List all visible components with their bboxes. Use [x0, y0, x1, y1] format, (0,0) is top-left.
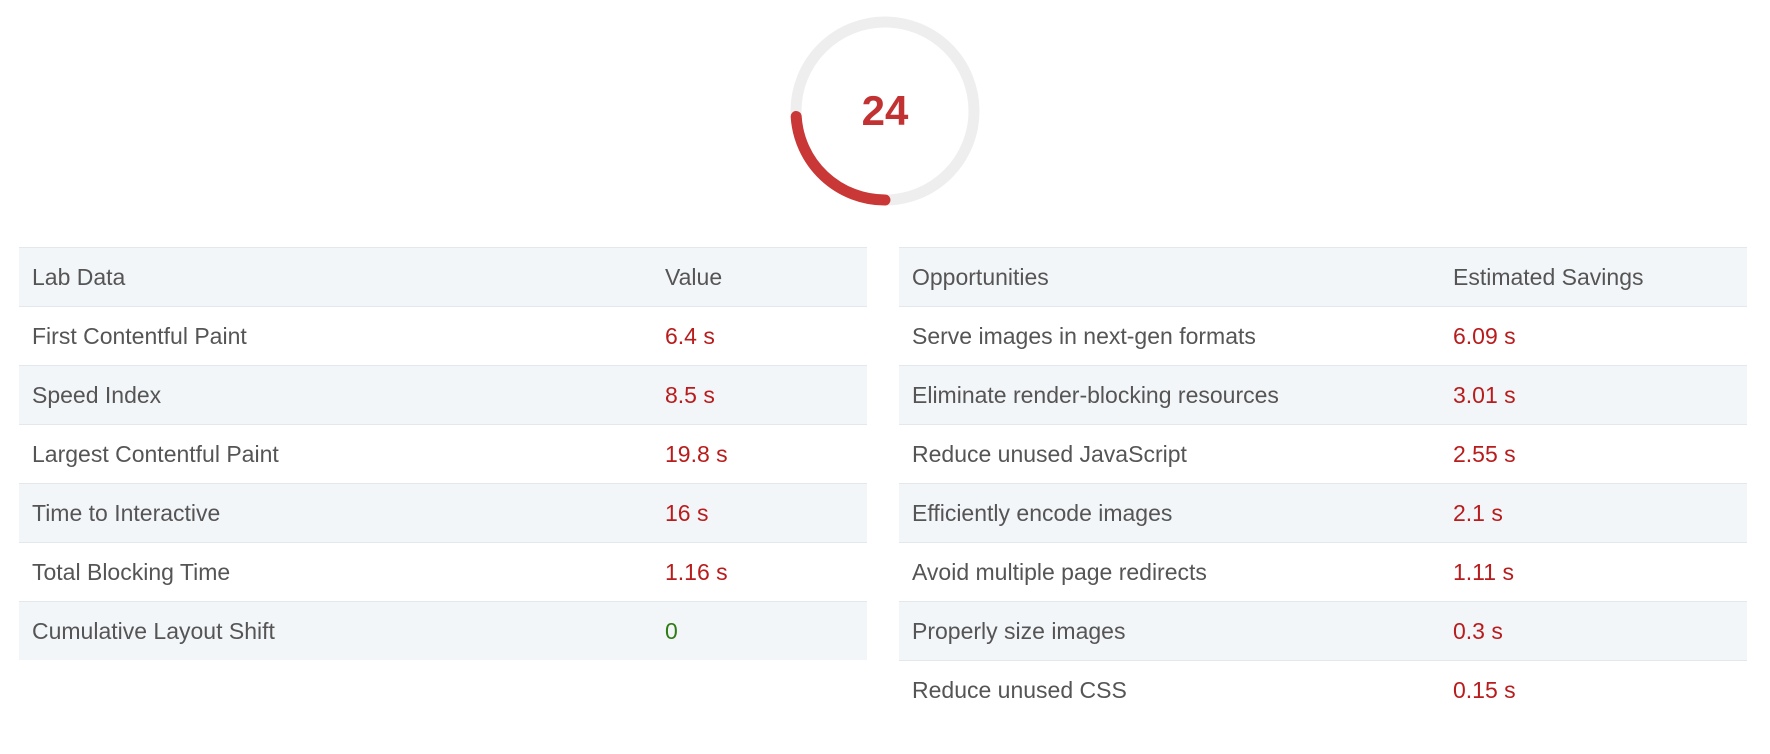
lab-data-row: Speed Index 8.5 s [19, 365, 867, 424]
opportunity-row-value: 3.01 s [1453, 381, 1516, 408]
opportunity-row-value: 2.55 s [1453, 440, 1516, 467]
lab-data-row-label: Speed Index [32, 381, 162, 408]
opportunity-row-label: Reduce unused CSS [912, 676, 1127, 703]
opportunities-header-label: Opportunities [912, 263, 1049, 290]
lab-data-row-label: First Contentful Paint [32, 322, 247, 349]
lab-data-row-value: 1.16 s [665, 558, 728, 585]
opportunity-row-value: 6.09 s [1453, 322, 1516, 349]
lab-data-header-value: Value [665, 263, 723, 290]
lab-data-row-value: 16 s [665, 499, 709, 526]
lab-data-row-label: Largest Contentful Paint [32, 440, 279, 467]
score-ring-arc [790, 16, 980, 206]
lab-data-row-value: 8.5 s [665, 381, 715, 408]
opportunities-table: Opportunities Estimated Savings Serve im… [899, 247, 1747, 719]
opportunity-row-value: 1.11 s [1453, 558, 1514, 585]
opportunity-row: Properly size images 0.3 s [899, 601, 1747, 660]
opportunity-row: Reduce unused JavaScript 2.55 s [899, 424, 1747, 483]
lab-data-row-label: Cumulative Layout Shift [32, 617, 275, 644]
lab-data-row: Total Blocking Time 1.16 s [19, 542, 867, 601]
opportunities-header-row: Opportunities Estimated Savings [899, 247, 1747, 306]
opportunity-row-label: Efficiently encode images [912, 499, 1173, 526]
opportunity-row: Eliminate render-blocking resources 3.01 … [899, 365, 1747, 424]
opportunity-row-value: 0.3 s [1453, 617, 1503, 644]
opportunity-row-value: 0.15 s [1453, 676, 1516, 703]
lab-data-header-row: Lab Data Value [19, 247, 867, 306]
score-ring [790, 16, 980, 206]
lab-data-row-value: 6.4 s [665, 322, 715, 349]
lab-data-row: Largest Contentful Paint 19.8 s [19, 424, 867, 483]
opportunity-row-label: Properly size images [912, 617, 1126, 644]
opportunity-row-label: Eliminate render-blocking resources [912, 381, 1279, 408]
opportunity-row: Avoid multiple page redirects 1.11 s [899, 542, 1747, 601]
lab-data-row: Cumulative Layout Shift 0 [19, 601, 867, 660]
lab-data-row: Time to Interactive 16 s [19, 483, 867, 542]
lab-data-row-label: Total Blocking Time [32, 558, 231, 585]
opportunity-row-label: Reduce unused JavaScript [912, 440, 1187, 467]
lab-data-row-value: 0 [665, 617, 678, 644]
performance-score-gauge: 24 [787, 13, 983, 209]
lab-data-row-value: 19.8 s [665, 440, 728, 467]
opportunity-row: Efficiently encode images 2.1 s [899, 483, 1747, 542]
opportunity-row-value: 2.1 s [1453, 499, 1503, 526]
opportunity-row: Reduce unused CSS 0.15 s [899, 660, 1747, 719]
opportunity-row-label: Avoid multiple page redirects [912, 558, 1207, 585]
lab-data-row-label: Time to Interactive [32, 499, 221, 526]
opportunity-row-label: Serve images in next-gen formats [912, 322, 1256, 349]
performance-score-value: 24 [861, 87, 909, 134]
opportunities-header-value: Estimated Savings [1453, 263, 1644, 290]
lab-data-row: First Contentful Paint 6.4 s [19, 306, 867, 365]
opportunity-row: Serve images in next-gen formats 6.09 s [899, 306, 1747, 365]
lab-data-table: Lab Data Value First Contentful Paint 6.4… [19, 247, 867, 660]
lab-data-header-label: Lab Data [32, 263, 126, 290]
